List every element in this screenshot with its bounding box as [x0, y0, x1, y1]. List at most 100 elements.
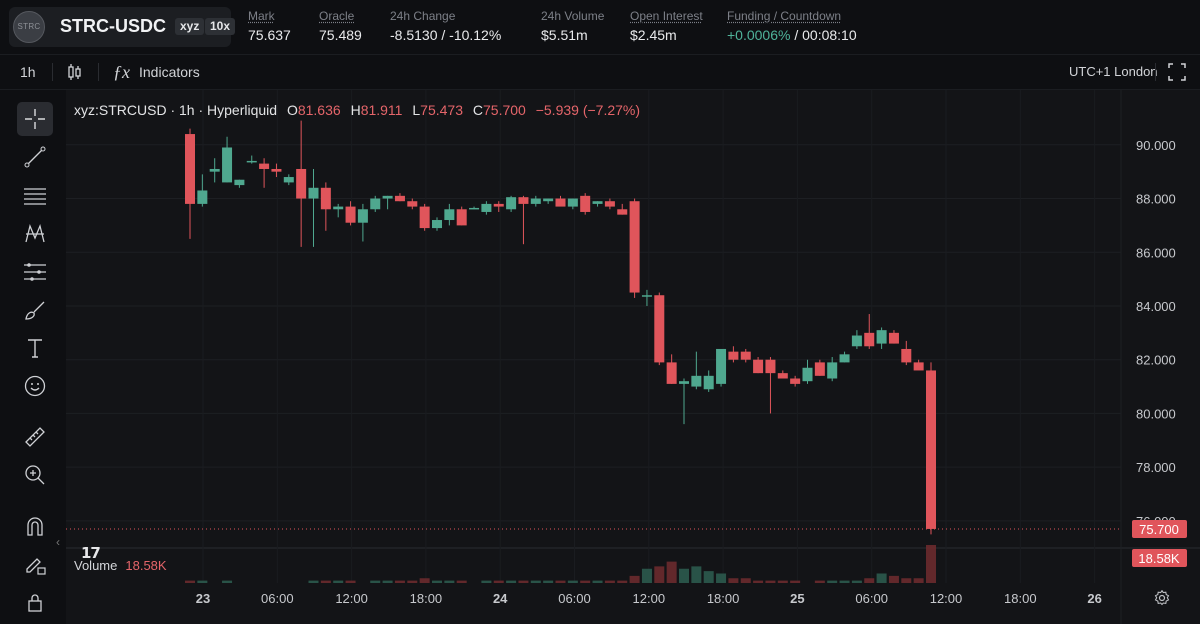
volume-bar — [394, 580, 405, 583]
open-interest-label[interactable]: Open Interest — [630, 9, 703, 23]
price-chart[interactable]: 90.000 88.000 86.000 84.000 82.000 80.000 78.0… — [56, 90, 1200, 624]
candle-body — [518, 197, 529, 204]
forecast-icon — [24, 263, 46, 281]
price-tags: 75.700 18.58K — [66, 519, 1187, 567]
candle-body — [876, 330, 887, 344]
funding-stat: Funding / Countdown +0.0006% / 00:08:10 — [727, 9, 857, 43]
leverage-tag: 10x — [205, 18, 236, 35]
lock-tool[interactable] — [17, 585, 53, 619]
low-value: 75.473 — [420, 102, 463, 118]
chart-toolbar: 1h ƒx Indicators UTC+1 London — [0, 54, 1200, 90]
volume-bar — [703, 571, 714, 583]
candle-body — [493, 203, 504, 207]
volume-value: $5.51m — [541, 27, 588, 43]
magnet-tool[interactable] — [17, 509, 53, 543]
volume-bar — [790, 580, 801, 583]
volume-bar — [382, 580, 393, 583]
time-tick-label: 25 — [790, 591, 804, 606]
volume-bar — [716, 573, 727, 583]
volume-bar — [777, 580, 788, 583]
toolbar-divider — [52, 63, 53, 81]
candle-body — [469, 207, 480, 210]
candle-body — [641, 295, 652, 297]
zoom-tool[interactable] — [17, 458, 53, 492]
candle-body — [555, 198, 566, 207]
chart-canvas[interactable]: 90.000 88.000 86.000 84.000 82.000 80.000 78.0… — [66, 90, 1200, 624]
lock-drawings-icon — [26, 558, 46, 575]
time-tick-label: 06:00 — [558, 591, 591, 606]
volume-stat: 24h Volume $5.51m — [541, 9, 604, 43]
volume-legend: Volume 18.58K — [74, 558, 167, 573]
interval-button[interactable]: 1h — [20, 64, 36, 80]
volume-bar — [518, 580, 529, 583]
candle-body — [827, 362, 838, 379]
toolbar-divider — [1155, 63, 1156, 81]
time-axis: 23 06:00 12:00 18:00 24 06:00 12:00 18:00 25 06:0… — [196, 591, 1102, 606]
candle-body — [703, 375, 714, 390]
market-selector[interactable]: STRC STRC-USDC xyz 10x — [9, 7, 236, 47]
collapse-arrow-icon[interactable]: ‹ — [56, 535, 60, 549]
brush-tool[interactable] — [17, 293, 53, 327]
chart-settings-icon[interactable] — [1154, 589, 1170, 611]
price-tick-label: 90.000 — [1136, 138, 1176, 153]
volume-tag-bg — [1132, 549, 1187, 567]
drawing-toolbar — [0, 90, 66, 624]
mark-label[interactable]: Mark — [248, 9, 275, 23]
price-tick-label: 80.000 — [1136, 406, 1176, 421]
volume-bar — [506, 580, 517, 583]
text-icon — [28, 339, 42, 358]
fib-tool[interactable] — [17, 179, 53, 213]
open-label: O — [286, 102, 298, 118]
oracle-value: 75.489 — [319, 27, 362, 43]
text-tool[interactable] — [17, 331, 53, 365]
candle-body — [407, 201, 418, 207]
timezone-button[interactable]: UTC+1 London — [1069, 64, 1158, 79]
indicators-button[interactable]: Indicators — [139, 64, 200, 80]
candles — [185, 120, 936, 535]
candle-type-icon[interactable] — [66, 55, 84, 89]
volume-bar — [691, 566, 702, 583]
price-tick-label: 86.000 — [1136, 245, 1176, 260]
pattern-tool[interactable] — [17, 217, 53, 251]
candle-body — [296, 168, 307, 199]
time-tick-label: 26 — [1087, 591, 1101, 606]
chart-legend: xyz:STRCUSD · 1h · Hyperliquid O81.636 H… — [74, 102, 640, 118]
trend-line-icon — [24, 146, 46, 168]
volume-bar — [197, 580, 208, 583]
crosshair-tool[interactable] — [17, 102, 53, 136]
candle-body — [691, 375, 702, 387]
volume-bar — [567, 580, 578, 583]
candle-body — [197, 190, 208, 204]
high-value: 81.911 — [360, 102, 403, 118]
oracle-label[interactable]: Oracle — [319, 9, 355, 23]
candle-body — [666, 362, 677, 384]
candle-body — [345, 206, 356, 223]
time-tick-label: 06:00 — [855, 591, 888, 606]
time-tick-label: 23 — [196, 591, 210, 606]
toolbar-divider — [98, 63, 99, 81]
candle-body — [246, 160, 257, 163]
ruler-tool[interactable] — [17, 420, 53, 454]
candle-body — [888, 332, 899, 344]
fullscreen-icon[interactable] — [1168, 55, 1188, 89]
volume-bar — [604, 580, 615, 583]
emoji-tool[interactable] — [17, 369, 53, 403]
change-value-legend: −5.939 (−7.27%) — [535, 102, 641, 118]
candle-body — [580, 195, 591, 212]
funding-rate: +0.0006% — [727, 27, 791, 43]
candle-body — [790, 378, 801, 384]
funding-label[interactable]: Funding / Countdown — [727, 9, 842, 23]
forecast-tool[interactable] — [17, 255, 53, 289]
indicators-icon[interactable]: ƒx — [113, 62, 130, 82]
volume-bar — [555, 580, 566, 583]
trend-line-tool[interactable] — [17, 140, 53, 174]
candle-body — [913, 362, 924, 371]
volume-bar — [827, 580, 838, 583]
volume-bar — [851, 580, 862, 583]
open-interest-value: $2.45m — [630, 27, 677, 43]
coin-logo: STRC — [13, 11, 45, 43]
candle-body — [617, 209, 628, 215]
lock-drawings-tool[interactable] — [17, 547, 53, 581]
candle-body — [926, 370, 936, 529]
candle-body — [592, 201, 603, 204]
